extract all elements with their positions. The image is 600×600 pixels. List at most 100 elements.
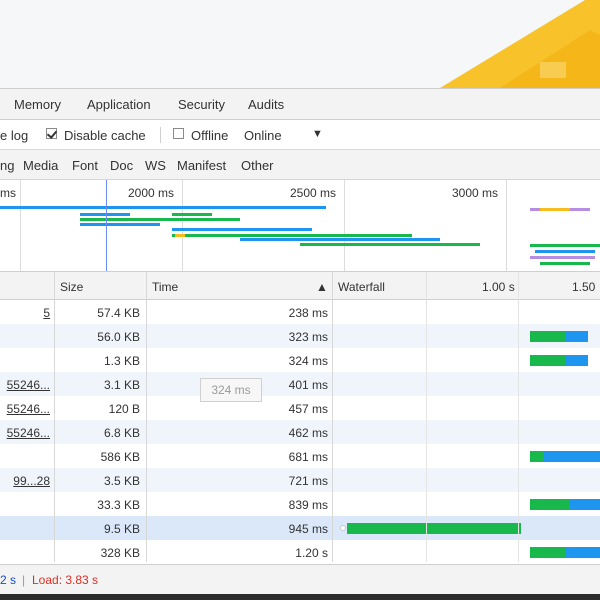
overview-gridline	[182, 180, 183, 271]
request-size: 6.8 KB	[103, 426, 140, 440]
overview-bar	[535, 250, 595, 253]
overview-bar	[300, 243, 480, 246]
load-time: Load: 3.83 s	[32, 573, 99, 587]
request-size: 120 B	[108, 402, 140, 416]
tab-application[interactable]: Application	[87, 97, 151, 112]
table-row[interactable]: 9.5 KB 945 ms	[0, 516, 600, 540]
filter-manifest[interactable]: Manifest	[177, 158, 227, 173]
request-name[interactable]: 5	[43, 306, 50, 320]
tab-audits[interactable]: Audits	[248, 97, 285, 112]
inspected-page	[0, 0, 600, 88]
tab-security[interactable]: Security	[178, 97, 225, 112]
overview-bar	[172, 228, 312, 231]
column-header-size[interactable]: Size	[60, 280, 84, 294]
waterfall-waiting-bar	[530, 547, 566, 558]
table-row[interactable]: 1.3 KB 324 ms	[0, 348, 600, 372]
overview-tick-label: 2000 ms	[128, 186, 175, 200]
overview-bar	[172, 213, 212, 216]
waterfall-download-bar	[566, 547, 600, 558]
column-header-time[interactable]: Time	[152, 280, 179, 294]
request-size: 3.5 KB	[103, 474, 140, 488]
filter-other[interactable]: Other	[241, 158, 274, 173]
table-row[interactable]: 328 KB 1.20 s	[0, 540, 600, 564]
overview-tick-label: 2500 ms	[290, 186, 337, 200]
table-row[interactable]: 586 KB 681 ms	[0, 444, 600, 468]
waterfall-waiting-bar	[530, 355, 566, 366]
waterfall-waiting-bar	[347, 523, 521, 534]
request-size: 328 KB	[100, 546, 140, 560]
disable-cache-label[interactable]: Disable cache	[64, 128, 146, 143]
request-time: 323 ms	[288, 330, 328, 344]
network-table-header: Size Time ▲ Waterfall 1.00 s 1.50	[0, 272, 600, 300]
table-row[interactable]: 55246... 6.8 KB 462 ms	[0, 420, 600, 444]
overview-gridline	[344, 180, 345, 271]
window-bottom-edge	[0, 594, 600, 600]
overview-bar	[540, 208, 570, 211]
waterfall-download-bar	[544, 451, 600, 462]
column-header-waterfall[interactable]: Waterfall	[338, 280, 385, 294]
table-row[interactable]: 55246... 120 B 457 ms	[0, 396, 600, 420]
request-size: 586 KB	[100, 450, 140, 464]
table-row[interactable]: 99...28 3.5 KB 721 ms	[0, 468, 600, 492]
table-row[interactable]: 56.0 KB 323 ms	[0, 324, 600, 348]
overview-bar	[540, 262, 590, 265]
column-divider[interactable]	[146, 272, 147, 562]
overview-gridline	[506, 180, 507, 271]
disable-cache-checkbox[interactable]	[46, 128, 57, 139]
overview-bar	[240, 238, 440, 241]
waterfall-gridline	[426, 272, 427, 562]
request-time: 721 ms	[288, 474, 328, 488]
request-name[interactable]: 55246...	[6, 402, 50, 416]
waterfall-waiting-bar	[530, 451, 544, 462]
sort-ascending-icon[interactable]: ▲	[316, 280, 328, 294]
devtools-panel-tabs: Memory Application Security Audits	[0, 88, 600, 120]
request-time: 1.20 s	[295, 546, 328, 560]
column-divider[interactable]	[332, 272, 333, 562]
overview-bar	[80, 218, 240, 221]
waterfall-download-bar	[570, 499, 600, 510]
request-name[interactable]: 99...28	[13, 474, 50, 488]
request-size: 33.3 KB	[97, 498, 140, 512]
filter-font[interactable]: Font	[72, 158, 99, 173]
waterfall-gridline	[518, 272, 519, 562]
preserve-log-label[interactable]: e log	[0, 128, 29, 143]
toolbar-divider	[160, 127, 161, 143]
time-tooltip: 324 ms	[200, 378, 262, 402]
filter-doc[interactable]: Doc	[110, 158, 134, 173]
request-name[interactable]: 55246...	[6, 426, 50, 440]
request-size: 3.1 KB	[103, 378, 140, 392]
resource-type-filters: ng Media Font Doc WS Manifest Other	[0, 150, 600, 180]
request-size: 9.5 KB	[103, 522, 140, 536]
offline-label[interactable]: Offline	[191, 128, 229, 143]
filter-media[interactable]: Media	[23, 158, 59, 173]
overview-bar	[0, 206, 326, 209]
request-size: 56.0 KB	[97, 330, 140, 344]
table-row[interactable]: 33.3 KB 839 ms	[0, 492, 600, 516]
table-row[interactable]: 5 57.4 KB 238 ms	[0, 300, 600, 324]
request-size: 57.4 KB	[97, 306, 140, 320]
waterfall-tick-label: 1.00 s	[482, 280, 515, 294]
waterfall-waiting-bar	[530, 499, 570, 510]
chevron-down-icon[interactable]: ▼	[312, 128, 323, 140]
overview-tick-label: ms	[0, 186, 16, 200]
network-overview[interactable]: ms 2000 ms 2500 ms 3000 ms	[0, 180, 600, 272]
column-divider[interactable]	[54, 272, 55, 562]
request-name[interactable]: 55246...	[6, 378, 50, 392]
table-row[interactable]: 55246... 3.1 KB 401 ms	[0, 372, 600, 396]
filter-ws[interactable]: WS	[145, 158, 166, 173]
network-toolbar: e log Disable cache Offline Online ▼	[0, 120, 600, 150]
dom-content-loaded-time: 2 s	[0, 573, 17, 587]
tab-memory[interactable]: Memory	[14, 97, 61, 112]
request-time: 238 ms	[288, 306, 328, 320]
request-time: 681 ms	[288, 450, 328, 464]
offline-checkbox[interactable]	[173, 128, 184, 139]
request-time: 462 ms	[288, 426, 328, 440]
waterfall-download-bar	[566, 331, 588, 342]
overview-bar	[175, 234, 185, 237]
network-status-bar: 2 s | Load: 3.83 s	[0, 564, 600, 594]
waterfall-queue-marker	[340, 525, 346, 531]
throttling-select[interactable]: Online	[244, 128, 282, 143]
overview-tick-label: 3000 ms	[452, 186, 499, 200]
filter-img[interactable]: ng	[0, 158, 15, 173]
